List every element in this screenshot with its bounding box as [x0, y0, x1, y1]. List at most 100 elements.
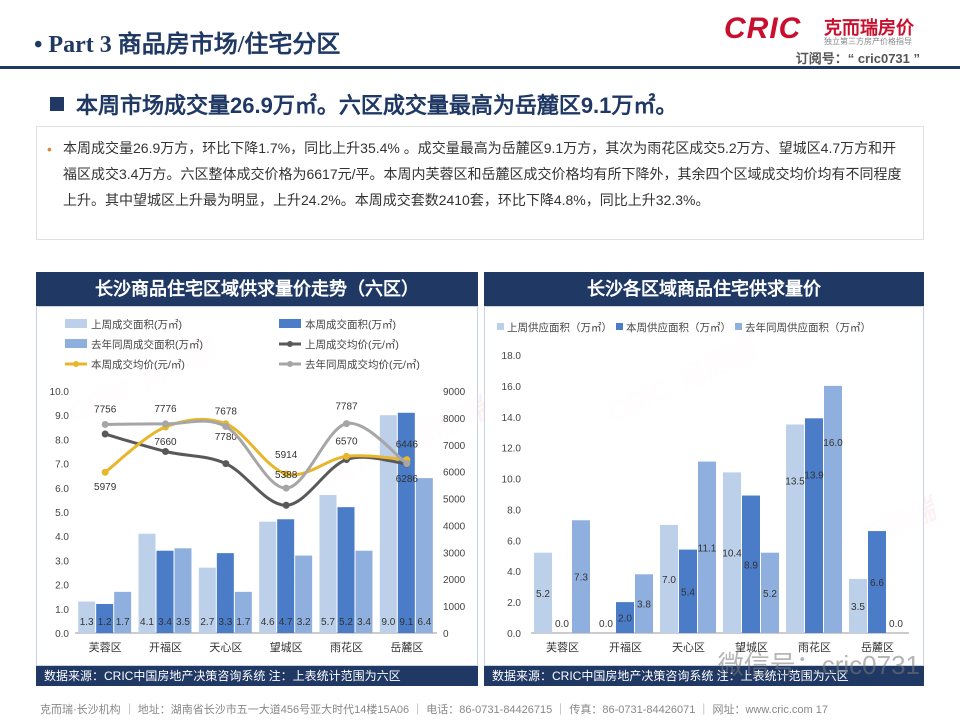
legend-swatch — [735, 323, 742, 330]
line-value-label: 7776 — [154, 404, 177, 415]
y-left-tick-label: 10.0 — [50, 387, 70, 398]
x-category-label: 芙蓉区 — [89, 640, 122, 654]
bar — [114, 591, 132, 633]
left-chart-area: 上周成交面积(万㎡) 本周成交面积(万㎡) 去年同周成交面积(万㎡) 上周成交均价(元… — [36, 306, 478, 666]
description-text: 本周成交量26.9万方，环比下降1.7%，同比上升35.4% 。成交量最高为岳麓… — [63, 140, 902, 208]
left-source-note: 数据来源：CRIC中国房地产决策咨询系统 注：上表统计范围为六区 — [36, 666, 478, 686]
bar-value-label: 5.2 — [536, 589, 550, 600]
bar — [660, 524, 678, 633]
bar-value-label: 10.4 — [722, 549, 742, 560]
y-tick-label: 0.0 — [507, 629, 521, 640]
bar — [295, 555, 313, 633]
bar — [679, 549, 697, 633]
bar — [379, 415, 397, 633]
y-right-tick-label: 4000 — [443, 521, 466, 532]
y-right-tick-label: 6000 — [443, 468, 466, 479]
bar — [174, 548, 192, 633]
x-category-label: 芙蓉区 — [546, 640, 579, 654]
line-value-label: 7660 — [154, 437, 177, 448]
x-category-label: 雨花区 — [798, 641, 831, 654]
square-bullet-icon — [50, 97, 64, 111]
bar — [156, 550, 174, 633]
bar-value-label: 7.3 — [574, 573, 588, 584]
y-right-tick-label: 5000 — [443, 495, 466, 506]
series-point — [162, 420, 169, 428]
headline: 本周市场成交量26.9万㎡。六区成交量最高为岳麓区9.1万㎡。 — [50, 88, 677, 120]
bar — [78, 601, 96, 633]
line-value-label: 7756 — [94, 404, 117, 415]
right-source-text: 数据来源：CRIC中国房地产决策咨询系统 注：上表统计范围为六区 — [492, 669, 849, 683]
bar — [415, 478, 433, 633]
bar-value-label: 1.3 — [80, 617, 94, 628]
bar-value-label: 3.4 — [357, 617, 371, 628]
bar-value-label: 5.2 — [339, 617, 353, 628]
y-tick-label: 14.0 — [502, 413, 522, 424]
bar-value-label: 11.1 — [698, 543, 717, 554]
bar-value-label: 0.0 — [889, 619, 903, 630]
x-category-label: 岳麓区 — [390, 641, 423, 654]
footer-bar: 克而瑞·长沙机构 ｜ 地址：湖南省长沙市五一大道456号亚大时代14楼15A06… — [0, 700, 960, 720]
bar — [319, 495, 337, 633]
bar-value-label: 4.6 — [261, 617, 275, 628]
bar — [616, 602, 634, 633]
left-source-text: 数据来源：CRIC中国房地产决策咨询系统 注：上表统计范围为六区 — [44, 669, 401, 683]
right-chart-title: 长沙各区域商品住宅供求量价 — [484, 272, 924, 306]
right-chart-title-text: 长沙各区域商品住宅供求量价 — [587, 279, 821, 299]
legend-label: 去年同周成交面积(万㎡) — [91, 338, 203, 351]
line-value-label: 6286 — [396, 474, 419, 485]
bar — [96, 603, 114, 633]
left-chart-title-text: 长沙商品住宅区域供求量价走势（六区） — [95, 279, 419, 299]
bar-value-label: 6.6 — [870, 578, 884, 589]
legend-label: 本周供应面积（万㎡） — [626, 321, 731, 334]
legend-label: 上周成交均价(元/㎡) — [305, 338, 399, 351]
bullet-icon: • — [47, 141, 52, 157]
bar-value-label: 9.0 — [381, 617, 395, 628]
bar-value-label: 8.9 — [744, 560, 758, 571]
y-tick-label: 4.0 — [507, 567, 521, 578]
y-right-tick-label: 3000 — [443, 548, 466, 559]
y-right-tick-label: 2000 — [443, 575, 466, 586]
bar-value-label: 3.3 — [218, 617, 232, 628]
bar-value-label: 6.4 — [417, 617, 431, 628]
bar — [786, 424, 804, 633]
bar — [277, 519, 295, 633]
right-source-note: 数据来源：CRIC中国房地产决策咨询系统 注：上表统计范围为六区 — [484, 666, 924, 686]
y-tick-label: 2.0 — [507, 598, 521, 609]
legend-swatch — [65, 319, 87, 328]
y-left-tick-label: 7.0 — [55, 460, 69, 471]
legend-label: 本周成交均价(元/㎡) — [91, 358, 185, 371]
bar-value-label: 1.7 — [236, 617, 250, 628]
bar-value-label: 1.7 — [116, 617, 130, 628]
logo-wordmark: CRIC — [724, 12, 802, 45]
line-value-label: 7678 — [215, 407, 238, 418]
y-right-tick-label: 0 — [443, 629, 449, 640]
legend-marker — [73, 361, 79, 367]
y-left-tick-label: 4.0 — [55, 532, 69, 543]
bar-value-label: 16.0 — [823, 438, 843, 449]
line-value-label: 6570 — [335, 436, 358, 447]
y-left-tick-label: 2.0 — [55, 581, 69, 592]
legend-label: 上周成交面积(万㎡) — [91, 318, 182, 331]
bar — [138, 533, 156, 633]
line-value-label: 5388 — [275, 470, 298, 481]
y-left-tick-label: 0.0 — [55, 629, 69, 640]
y-tick-label: 8.0 — [507, 505, 521, 516]
headline-text: 本周市场成交量26.9万㎡。六区成交量最高为岳麓区9.1万㎡。 — [76, 93, 678, 118]
legend-label: 上周供应面积（万㎡） — [507, 321, 612, 334]
right-bar-chart: 上周供应面积（万㎡） 本周供应面积（万㎡） 去年同周供应面积（万㎡） 0.0 2.0 4.… — [497, 321, 909, 654]
legend-label: 本周成交面积(万㎡) — [305, 318, 396, 331]
bar — [723, 472, 741, 633]
y-tick-label: 12.0 — [502, 444, 522, 455]
bar-value-label: 3.4 — [158, 617, 172, 628]
y-right-tick-label: 9000 — [443, 387, 466, 398]
y-left-tick-label: 6.0 — [55, 484, 69, 495]
series-point — [101, 430, 109, 438]
bar-value-label: 5.2 — [763, 589, 777, 600]
legend-swatch — [616, 323, 623, 330]
bar — [337, 507, 355, 633]
y-left-tick-label: 5.0 — [55, 508, 69, 519]
y-tick-label: 10.0 — [502, 475, 522, 486]
series-point — [282, 484, 290, 492]
legend-swatch — [65, 339, 87, 348]
series-point — [403, 460, 411, 468]
